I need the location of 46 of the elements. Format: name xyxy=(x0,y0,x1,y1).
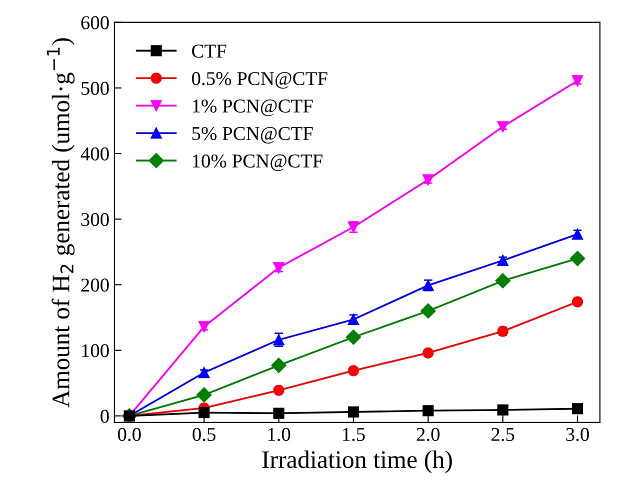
point xyxy=(422,347,434,358)
legend-label: 0.5% PCN@CTF xyxy=(192,72,328,89)
point xyxy=(198,321,210,332)
legend-label: 10% PCN@CTF xyxy=(192,154,322,172)
point xyxy=(572,228,584,240)
point xyxy=(196,387,212,402)
y-tick-label: 100 xyxy=(82,344,109,358)
x-tick-label: 2.0 xyxy=(416,428,440,442)
legend-label: 5% PCN@CTF xyxy=(192,126,313,144)
y-tick-label: 200 xyxy=(81,278,109,292)
point xyxy=(273,262,284,274)
point xyxy=(348,314,360,326)
point xyxy=(422,405,434,416)
x-tick-label: 0.5 xyxy=(192,428,216,442)
point xyxy=(572,403,584,414)
x-tick-label: 1.5 xyxy=(343,428,365,442)
point xyxy=(348,365,360,376)
point xyxy=(497,121,508,132)
y-tick-label: 600 xyxy=(81,16,109,30)
legend-label: CTF xyxy=(192,44,226,58)
y-tick-label: 300 xyxy=(81,212,109,226)
point xyxy=(198,367,210,378)
legend-label: 1% PCN@CTF xyxy=(192,99,313,116)
point xyxy=(422,174,434,186)
y-axis-title: Amount of H$_{2}$ generated (umol·g$^{−1}$) xyxy=(46,38,75,408)
x-tick-label: 3.0 xyxy=(566,428,589,442)
point xyxy=(572,75,584,86)
point xyxy=(570,250,586,266)
x-axis-title: Irradiation time (h) xyxy=(262,450,452,474)
y-tick-label: 400 xyxy=(80,147,109,160)
point xyxy=(271,358,286,373)
point xyxy=(495,273,510,288)
point xyxy=(346,330,362,345)
point xyxy=(572,296,584,308)
point xyxy=(420,303,436,319)
x-tick-label: 0.0 xyxy=(118,428,141,442)
y-tick-label: 0 xyxy=(100,410,109,423)
x-tick-label: 2.5 xyxy=(492,428,514,442)
point xyxy=(497,254,508,266)
y-tick-label: 500 xyxy=(82,82,109,95)
point xyxy=(348,406,360,418)
x-tick-label: 1.0 xyxy=(268,428,290,442)
point xyxy=(497,404,508,416)
point xyxy=(273,384,284,396)
point xyxy=(198,407,210,418)
point xyxy=(273,408,284,419)
